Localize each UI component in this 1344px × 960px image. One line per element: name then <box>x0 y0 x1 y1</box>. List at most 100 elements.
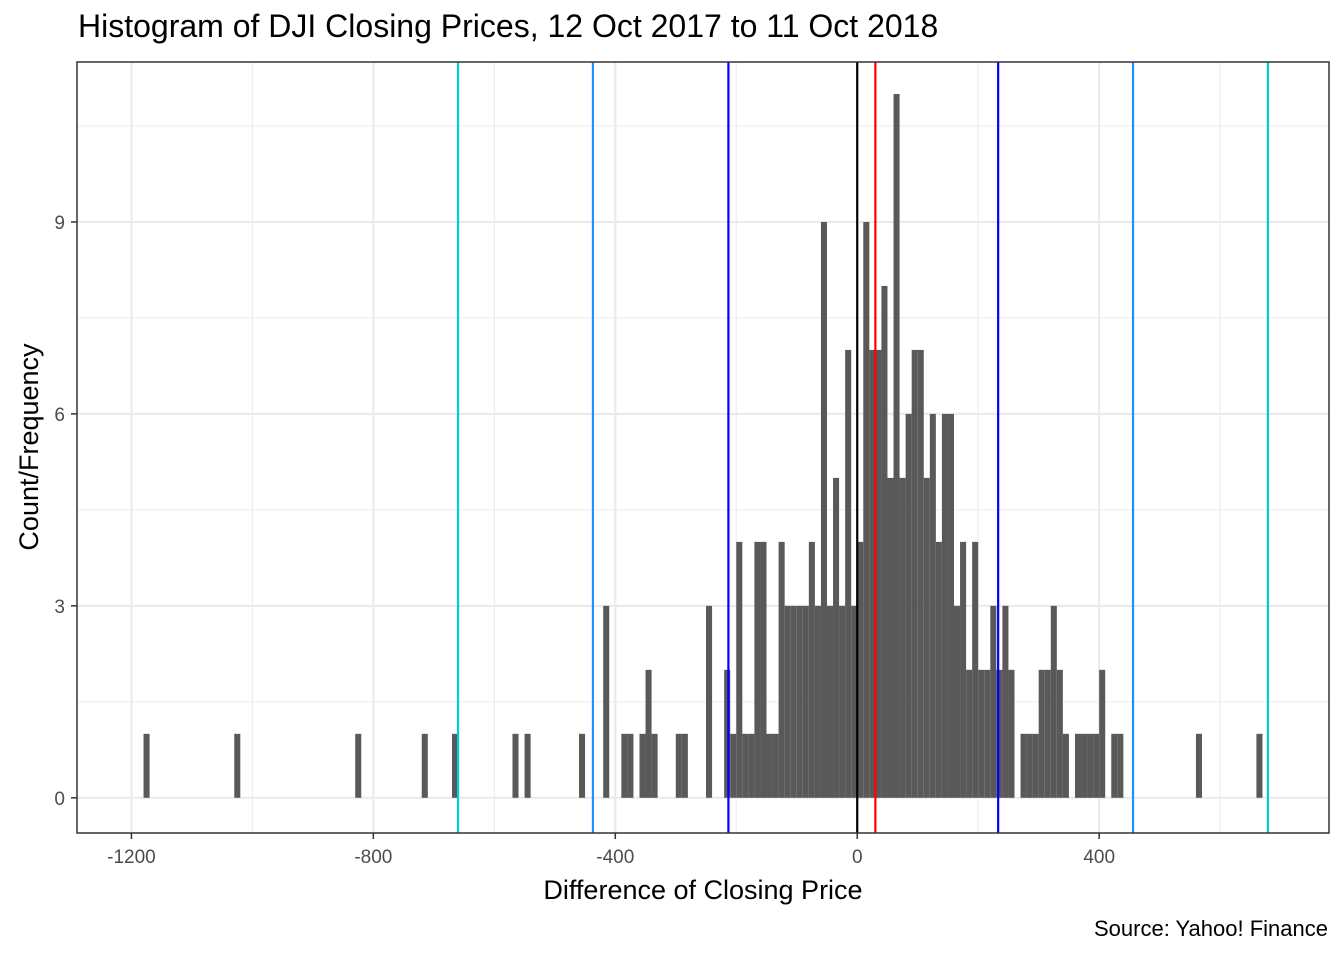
histogram-bar <box>772 733 779 798</box>
histogram-bar <box>1026 733 1033 798</box>
histogram-bar <box>1062 733 1069 798</box>
histogram-bar <box>954 605 961 798</box>
histogram-bar <box>808 541 815 798</box>
histogram-bar <box>1032 733 1039 798</box>
histogram-bar <box>627 733 634 798</box>
y-axis-title: Count/Frequency <box>14 343 44 551</box>
histogram-bar <box>766 733 773 798</box>
histogram-bar <box>796 605 803 798</box>
histogram-bar <box>790 605 797 798</box>
histogram-bar <box>706 605 713 798</box>
x-tick-label: -800 <box>354 847 392 868</box>
histogram-bar <box>730 733 737 798</box>
histogram-bar <box>234 733 241 798</box>
y-tick-label: 6 <box>54 405 65 426</box>
histogram-bar <box>651 733 658 798</box>
histogram-bar <box>802 605 809 798</box>
histogram-bar <box>935 541 942 798</box>
histogram-bar <box>826 605 834 798</box>
histogram-bar <box>990 605 997 798</box>
histogram-bar <box>869 349 876 798</box>
histogram-bar <box>911 349 918 798</box>
histogram-bar <box>512 733 519 798</box>
histogram-bar <box>1050 605 1057 798</box>
source-caption: Source: Yahoo! Finance <box>1093 916 1328 941</box>
histogram-bar <box>839 605 846 798</box>
histogram-bar <box>1087 733 1094 798</box>
histogram-bar <box>863 221 870 798</box>
grid-lines <box>77 62 1329 833</box>
plot-panel <box>77 62 1329 833</box>
histogram-bar <box>984 669 991 798</box>
y-tick-label: 9 <box>54 213 65 234</box>
histogram-bar <box>972 541 979 798</box>
y-tick-label: 3 <box>54 597 65 618</box>
histogram-bar <box>881 285 888 798</box>
x-tick-label: -400 <box>596 847 634 868</box>
histogram-bar <box>1044 669 1051 798</box>
histogram-bar <box>1117 733 1124 798</box>
histogram-bar <box>947 413 955 798</box>
x-tick-label: 400 <box>1083 847 1115 868</box>
histogram-bar <box>1099 669 1106 798</box>
histogram-bar <box>421 733 428 798</box>
reference-lines <box>456 62 1270 833</box>
histogram-bar <box>579 733 586 798</box>
histogram-bar <box>742 733 749 798</box>
histogram-bar <box>887 477 894 798</box>
histogram-bar <box>917 349 924 798</box>
histogram-bar <box>760 541 767 798</box>
histogram-bar <box>845 349 852 798</box>
histogram-bar <box>645 669 652 798</box>
histogram-bar <box>929 413 936 798</box>
histogram-bar <box>1008 669 1015 798</box>
histogram-bar <box>851 605 858 798</box>
histogram-bar <box>736 541 743 798</box>
histogram-bar <box>451 733 459 798</box>
histogram-bar <box>905 413 912 798</box>
histogram-bar <box>978 669 985 798</box>
histogram-bar <box>1111 733 1118 798</box>
histogram-bar <box>784 605 791 798</box>
histogram-bar <box>820 221 827 798</box>
histogram-bars <box>143 93 1263 798</box>
x-tick-label: 0 <box>852 847 863 868</box>
histogram-bar <box>675 733 682 798</box>
histogram-bar <box>1056 669 1063 798</box>
histogram-bar <box>1074 733 1082 798</box>
histogram-bar <box>778 541 785 798</box>
histogram-bar <box>748 733 755 798</box>
histogram-bar <box>603 605 610 798</box>
histogram-bar <box>923 477 930 798</box>
x-tick-label: -1200 <box>107 847 156 868</box>
x-axis: -1200 -800 -400 0 400 <box>107 833 1115 868</box>
histogram-bar <box>899 477 906 798</box>
histogram-bar <box>966 669 973 798</box>
y-axis: 0 3 6 9 <box>54 213 77 810</box>
x-axis-title: Difference of Closing Price <box>543 875 862 905</box>
histogram-bar <box>857 541 864 798</box>
histogram-bar <box>833 477 840 798</box>
histogram-bar <box>996 669 1003 798</box>
chart-title: Histogram of DJI Closing Prices, 12 Oct … <box>78 8 939 44</box>
histogram-bar <box>754 541 761 798</box>
histogram-bar <box>621 733 628 798</box>
histogram-bar <box>1256 733 1263 798</box>
plot-border <box>76 61 1330 834</box>
histogram-bar <box>681 733 688 798</box>
histogram-bar <box>941 413 948 798</box>
histogram-bar <box>960 541 967 798</box>
histogram-bar <box>143 733 150 798</box>
histogram-bar <box>875 349 882 798</box>
histogram-bar <box>1002 605 1009 798</box>
histogram-bar <box>1093 733 1100 798</box>
histogram-bar <box>1020 733 1027 798</box>
histogram-bar <box>1081 733 1088 798</box>
histogram-bar <box>1038 669 1045 798</box>
histogram-bar <box>724 669 731 798</box>
histogram-bar <box>355 733 362 798</box>
histogram-bar <box>814 605 821 798</box>
histogram-bar <box>639 733 646 798</box>
histogram-bar <box>893 93 900 798</box>
